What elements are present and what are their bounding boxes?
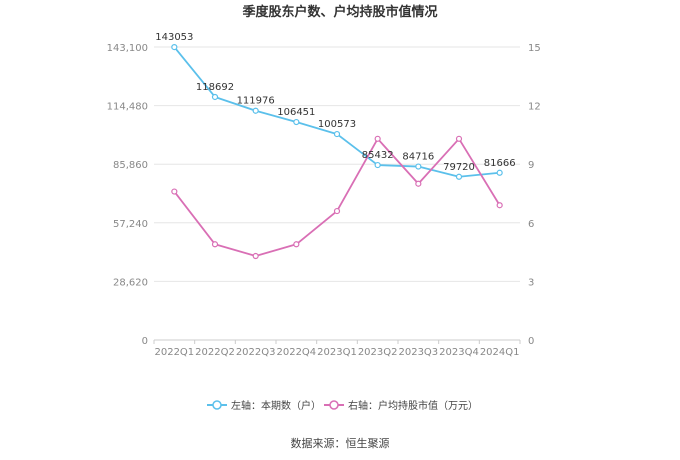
data-label: 118692 bbox=[196, 82, 234, 93]
data-label: 143053 bbox=[155, 32, 193, 43]
left-axis-tick-label: 57,240 bbox=[113, 219, 148, 230]
left-axis-tick-label: 114,480 bbox=[107, 102, 148, 113]
left-axis-tick-label: 28,620 bbox=[113, 277, 148, 288]
data-point-left bbox=[252, 107, 259, 114]
right-axis-tick-label: 12 bbox=[528, 102, 541, 113]
chart-title: 季度股东户数、户均持股市值情况 bbox=[241, 4, 437, 20]
right-axis-tick-label: 0 bbox=[528, 336, 534, 347]
data-point-left bbox=[333, 130, 341, 138]
data-label: 81666 bbox=[484, 158, 516, 169]
axes: 0 28,620 57,240 85,860 114,480 143,100 0 3 6 9 12 1… bbox=[107, 43, 541, 358]
data-point-left bbox=[455, 173, 463, 180]
data-label: 100573 bbox=[318, 119, 356, 130]
data-point-left bbox=[496, 169, 503, 176]
x-axis-tick-label: 2023Q3 bbox=[398, 347, 438, 358]
data-label: 79720 bbox=[443, 162, 475, 173]
legend-left-marker-icon bbox=[212, 400, 222, 410]
data-label: 106451 bbox=[277, 107, 315, 118]
data-point-right bbox=[333, 207, 341, 215]
data-point-right bbox=[374, 135, 381, 142]
right-axis-tick-label: 6 bbox=[528, 219, 534, 230]
data-label: 85432 bbox=[362, 150, 394, 161]
data-point-right bbox=[252, 252, 259, 260]
left-axis-tick-label: 85,860 bbox=[113, 160, 148, 171]
data-label: 84716 bbox=[402, 152, 434, 163]
legend-right-marker-icon bbox=[329, 400, 339, 410]
data-point-left bbox=[293, 118, 300, 126]
series bbox=[171, 43, 503, 260]
legend-item-left-series[interactable]: 左轴：本期数（户） bbox=[207, 399, 321, 412]
data-point-left bbox=[211, 93, 219, 101]
legend[interactable]: 左轴：本期数（户） 右轴：户均持股市值（万元） bbox=[207, 399, 478, 412]
left-axis-tick-label: 0 bbox=[142, 336, 148, 347]
data-point-right bbox=[455, 135, 463, 142]
legend-item-right-series[interactable]: 右轴：户均持股市值（万元） bbox=[324, 399, 478, 412]
data-point-right bbox=[496, 202, 503, 209]
data-point-right bbox=[293, 241, 300, 248]
x-axis-tick-label: 2022Q1 bbox=[154, 347, 194, 358]
right-axis-tick-label: 3 bbox=[528, 277, 534, 288]
x-axis-tick-label: 2023Q1 bbox=[317, 347, 357, 358]
series-line-left bbox=[173, 46, 500, 178]
data-point-right bbox=[415, 180, 422, 187]
x-axis-tick-label: 2024Q1 bbox=[480, 347, 520, 358]
x-axis-tick-label: 2022Q2 bbox=[195, 347, 235, 358]
legend-right-label: 右轴：户均持股市值（万元） bbox=[348, 399, 478, 412]
legend-left-label: 左轴：本期数（户） bbox=[231, 399, 321, 412]
right-axis-tick-label: 15 bbox=[528, 43, 541, 54]
data-point-left bbox=[171, 43, 178, 51]
right-axis-tick-label: 9 bbox=[528, 160, 534, 171]
x-axis-tick-label: 2022Q3 bbox=[236, 347, 276, 358]
grid bbox=[154, 46, 520, 282]
data-source: 数据来源：恒生聚源 bbox=[291, 436, 390, 450]
left-axis-tick-label: 143,100 bbox=[107, 43, 148, 54]
data-point-left bbox=[415, 163, 422, 170]
x-axis-tick-label: 2023Q4 bbox=[439, 347, 479, 358]
data-label: 111976 bbox=[237, 96, 275, 107]
data-point-right bbox=[171, 188, 178, 195]
x-axis-tick-label: 2022Q4 bbox=[276, 347, 316, 358]
series-line-right bbox=[173, 137, 501, 257]
data-point-left bbox=[374, 161, 381, 169]
x-axis-tick-label: 2023Q2 bbox=[358, 347, 398, 358]
data-point-right bbox=[211, 241, 219, 248]
